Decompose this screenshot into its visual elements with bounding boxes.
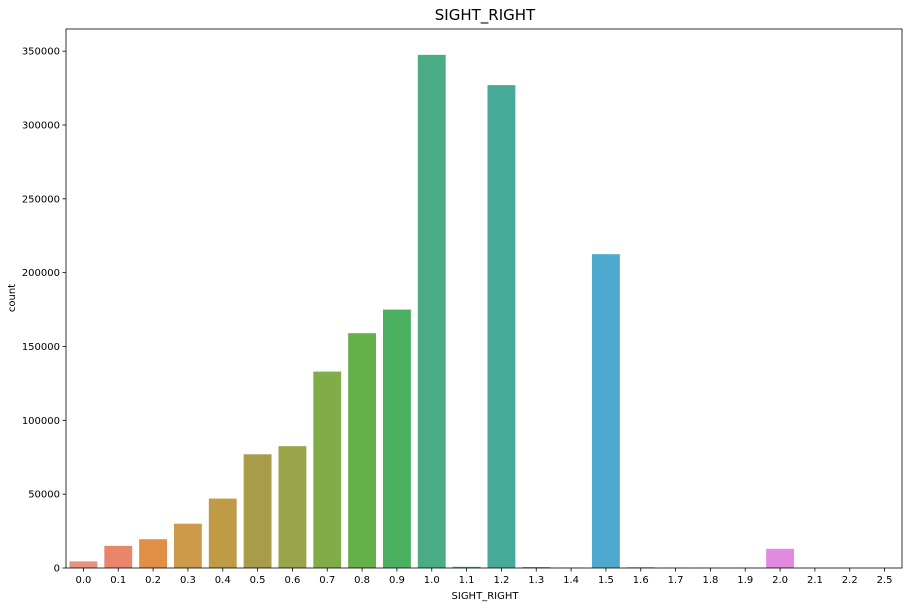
y-ticks-group: 0 50000 100000 150000 200000 250000 300000 3500… <box>22 47 66 575</box>
bar-2.0 <box>766 548 795 568</box>
bar-1.3 <box>522 567 551 568</box>
x-tick-label: 0.9 <box>389 575 405 586</box>
x-tick-label: 1.0 <box>424 575 440 586</box>
x-tick-label: 1.3 <box>528 575 544 586</box>
x-tick-label: 2.5 <box>877 575 893 586</box>
y-tick-label: 300000 <box>22 120 60 131</box>
x-ticks-group: 0.0 0.1 0.2 0.3 0.4 0.5 0.6 0.7 0.8 0.9 1.0 1.1 1.2 1… <box>75 568 893 586</box>
bar-0.2 <box>139 539 168 568</box>
x-tick-label: 1.2 <box>493 575 509 586</box>
bar-0.5 <box>243 454 272 568</box>
y-tick-label: 200000 <box>22 268 60 279</box>
x-tick-label: 1.1 <box>459 575 475 586</box>
x-tick-label: 0.8 <box>354 575 370 586</box>
bar-1.0 <box>417 54 446 568</box>
plot-frame <box>65 28 903 569</box>
x-tick-label: 1.9 <box>737 575 753 586</box>
x-tick-label: 2.1 <box>807 575 823 586</box>
bar-0.0 <box>69 561 98 568</box>
bar-0.1 <box>104 545 133 568</box>
x-tick-label: 0.5 <box>250 575 266 586</box>
x-tick-label: 0.6 <box>284 575 300 586</box>
y-tick-label: 250000 <box>22 194 60 205</box>
x-tick-label: 1.5 <box>598 575 614 586</box>
bars-group <box>69 54 899 569</box>
bar-0.8 <box>348 333 377 568</box>
bar-0.9 <box>382 309 411 568</box>
x-tick-label: 1.4 <box>563 575 579 586</box>
x-tick-label: 1.8 <box>702 575 718 586</box>
x-tick-label: 2.0 <box>772 575 788 586</box>
y-axis-label: count <box>7 284 18 312</box>
x-tick-label: 0.3 <box>180 575 196 586</box>
x-tick-label: 0.7 <box>319 575 335 586</box>
x-tick-label: 2.2 <box>842 575 858 586</box>
y-tick-label: 350000 <box>22 47 60 58</box>
x-axis-label: SIGHT_RIGHT <box>452 591 520 602</box>
x-tick-label: 0.4 <box>215 575 231 586</box>
bar-1.2 <box>487 85 516 569</box>
bar-1.1 <box>452 566 481 568</box>
x-tick-label: 1.6 <box>633 575 649 586</box>
y-tick-label: 50000 <box>28 490 60 501</box>
chart-title: SIGHT_RIGHT <box>435 6 536 25</box>
x-tick-label: 0.2 <box>145 575 161 586</box>
y-tick-label: 0 <box>54 564 60 575</box>
bar-0.7 <box>313 371 342 568</box>
y-tick-label: 100000 <box>22 416 60 427</box>
bar-1.5 <box>591 254 620 568</box>
x-tick-label: 0.1 <box>110 575 126 586</box>
bar-0.6 <box>278 446 307 568</box>
y-tick-label: 150000 <box>22 342 60 353</box>
x-tick-label: 1.7 <box>668 575 684 586</box>
bar-0.3 <box>173 523 202 568</box>
bar-0.4 <box>208 498 237 568</box>
x-tick-label: 0.0 <box>75 575 91 586</box>
